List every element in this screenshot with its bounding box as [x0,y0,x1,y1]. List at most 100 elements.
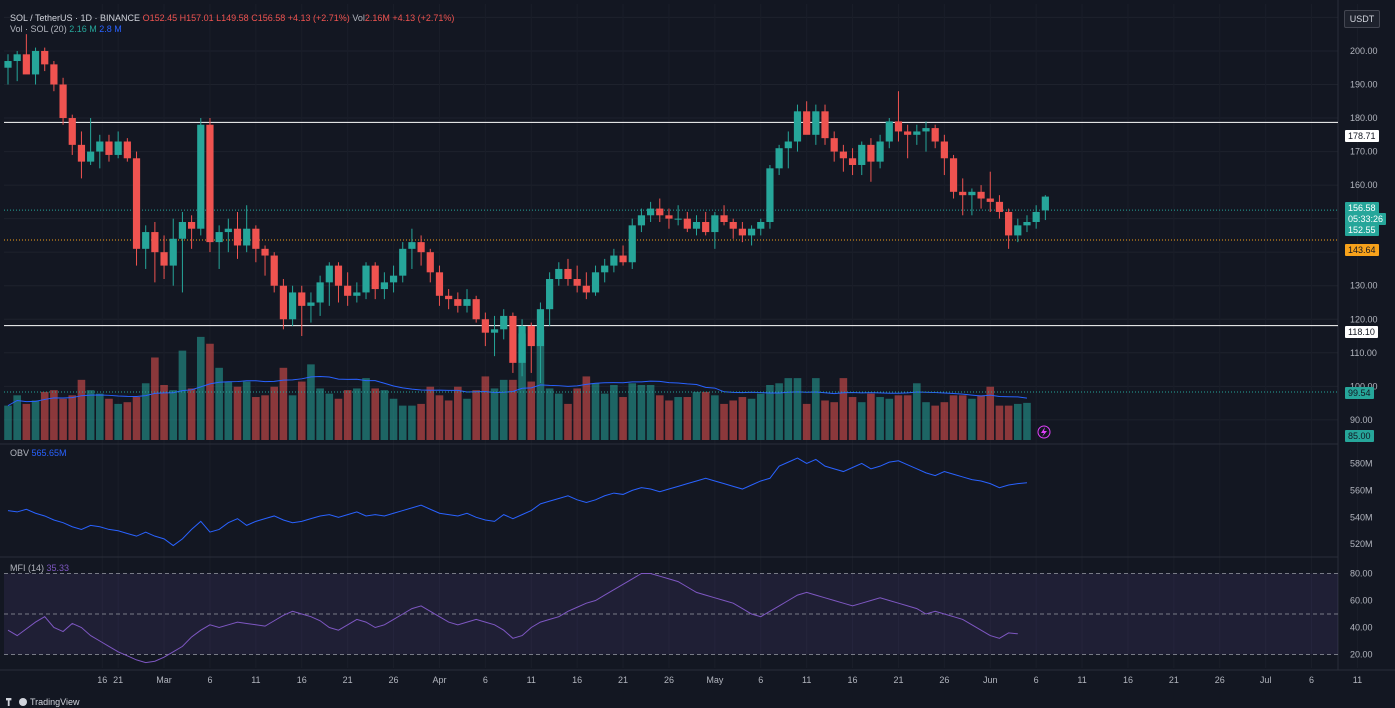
candle-body [224,228,232,233]
candle-body [536,309,545,347]
time-tick-label: 26 [1215,675,1225,685]
volume-bar [848,397,857,440]
brand-name: TradingView [30,697,80,707]
obv-series [7,457,1028,547]
volume-bar [995,405,1004,440]
candle-body [334,265,343,286]
tradingview-brand[interactable]: TradingView [6,697,80,707]
candle-body [720,215,728,222]
candle-body [628,225,636,263]
obv-label[interactable]: OBV [10,448,30,458]
obv-tick-label: 580M [1350,458,1373,468]
candle-body [775,148,783,169]
volume-bar [371,388,379,440]
candle-body [114,141,122,155]
volume-bar [408,405,416,440]
vol-change: +4.13 (+2.71%) [392,13,455,23]
currency-button[interactable]: USDT [1344,10,1380,28]
candle-body [1041,196,1049,211]
volume-bar [968,398,976,440]
level-orange-badge: 143.64 [1345,244,1379,256]
volume-bar [215,367,223,440]
volume-bar [435,395,444,440]
volume-bar [894,395,903,440]
time-tick-label: 21 [343,675,353,685]
candle-body [77,144,86,162]
vol-value: 2.16M [364,13,390,23]
candle-body [518,325,526,363]
volume-bar [582,376,591,440]
volume-bar [1014,403,1022,440]
time-tick-label: 16 [572,675,582,685]
volume-bar [830,402,838,440]
volume-bar [261,395,269,440]
price-tick-label: 200.00 [1350,46,1378,56]
volume-bar [233,386,242,440]
candle-body [132,158,141,249]
volume-bar [490,388,499,440]
candle-body [582,285,590,293]
volume-bar [297,381,306,440]
candle-body [123,141,131,159]
candle-body [41,50,49,65]
price-tick-label: 90.00 [1350,415,1373,425]
candle-body [252,228,260,249]
ohlc-change: +4.13 (+2.71%) [287,13,350,23]
volume-bar [600,393,609,440]
ohlc-low: L149.58 [216,13,249,23]
ohlc-open: O152.45 [142,13,178,23]
candle-body [904,131,912,135]
volume-bar [334,398,343,440]
time-tick-label: 16 [848,675,858,685]
volume-bar [564,403,572,440]
volume-bar [196,336,205,440]
time-tick-label: 6 [1309,675,1314,685]
volume-bar [288,395,297,440]
volume-bar [729,400,738,440]
volume-bar [555,393,563,440]
time-tick-label: 16 [97,675,107,685]
volume-bar [481,376,490,440]
candle-body [986,198,994,202]
volume-bar [151,357,159,440]
volume-bar [169,390,178,440]
vol-sma-value1: 2.16 M [69,24,97,34]
candle-body [738,228,746,236]
vol-sma-value2: 2.8 M [99,24,122,34]
volume-bars [4,330,1031,440]
volume-bar [509,379,517,440]
resistance-price-badge: 178.71 [1345,130,1379,142]
volume-bar [802,403,811,440]
volume-bar [518,333,526,440]
mfi-line [4,573,1338,664]
volume-bar [4,405,12,440]
volume-bar [958,395,967,440]
time-tick-label: Apr [432,675,446,685]
time-tick-label: Jul [1260,675,1272,685]
volume-bar [31,400,40,440]
candle-body [500,315,508,330]
mfi-label[interactable]: MFI (14) [10,563,45,573]
mfi-value: 35.33 [46,563,70,573]
symbol-name[interactable]: SOL / TetherUS · 1D · BINANCE [10,13,141,23]
volume-bar [711,395,719,440]
price-tick-label: 160.00 [1350,180,1378,190]
vol-sma-label[interactable]: Vol · SOL (20) [10,24,67,34]
tradingview-logo-icon [6,698,12,706]
time-tick-label: 21 [1169,675,1179,685]
candle-body [839,151,847,159]
candle-body [463,299,471,306]
candle-body [747,228,756,236]
volume-bar [931,405,939,440]
obv-value: 565.65M [31,448,67,458]
candle-body [22,54,30,75]
candle-body [31,50,40,75]
candle-body [288,292,297,320]
candle-body [261,248,269,256]
volume-bar [389,398,398,440]
volume-bar [655,395,664,440]
candle-body [417,242,425,253]
candle-body [977,191,985,199]
candle-body [298,292,306,306]
